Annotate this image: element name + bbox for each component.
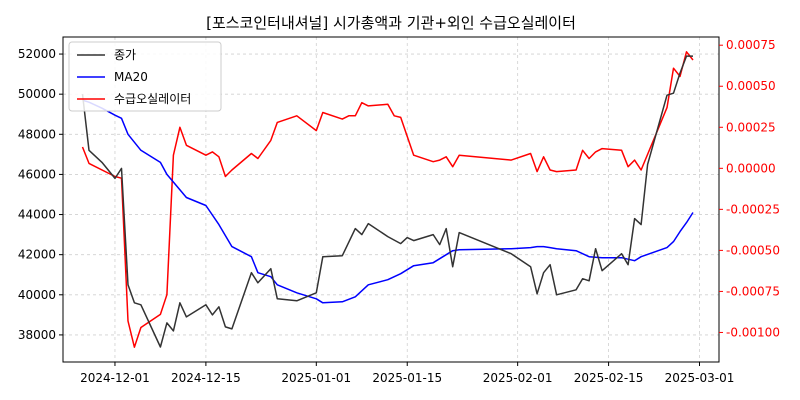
lines-layer	[81, 51, 694, 348]
y-left-tick-label: 42000	[18, 248, 56, 262]
y-right-tick-label: -0.00075	[726, 284, 780, 298]
legend: 종가 MA20 수급오실레이터	[68, 41, 222, 112]
series-line-0	[81, 55, 693, 348]
x-axis: 2024-12-01 2024-12-15 2025-01-01 2025-01-15…	[80, 362, 734, 385]
x-tick-label: 2025-01-01	[281, 371, 351, 385]
legend-label: 종가	[114, 48, 136, 62]
x-tick-label: 2024-12-01	[80, 371, 150, 385]
y-axis-left: 38000 40000 42000 44000 46000 48000 50000 52000	[18, 47, 63, 342]
y-left-tick-label: 48000	[18, 127, 56, 141]
series-line-1	[82, 99, 694, 304]
y-right-tick-label: 0.00050	[726, 79, 776, 93]
x-tick-label: 2025-03-01	[665, 371, 735, 385]
y-right-tick-label: 0.00000	[726, 161, 776, 175]
legend-box	[68, 41, 222, 112]
y-right-tick-label: -0.00025	[726, 202, 780, 216]
y-right-tick-label: -0.00050	[726, 243, 780, 257]
y-left-tick-label: 52000	[18, 47, 56, 61]
y-left-tick-label: 40000	[18, 288, 56, 302]
legend-label: 수급오실레이터	[114, 92, 191, 106]
y-right-tick-label: 0.00075	[726, 38, 776, 52]
plot-frame	[62, 36, 720, 363]
y-right-tick-label: 0.00025	[726, 120, 776, 134]
legend-label: MA20	[114, 70, 148, 84]
chart-title: [포스코인터내셔널] 시가총액과 기관+외인 수급오실레이터	[206, 14, 576, 32]
y-axis-right: -0.00100 -0.00075 -0.00050 -0.00025 0.00000 0…	[719, 38, 780, 339]
x-tick-label: 2025-02-01	[483, 371, 553, 385]
y-left-tick-label: 38000	[18, 328, 56, 342]
x-tick-label: 2024-12-15	[171, 371, 241, 385]
y-left-tick-label: 46000	[18, 167, 56, 181]
y-right-tick-label: -0.00100	[726, 325, 780, 339]
y-left-tick-label: 44000	[18, 208, 56, 222]
y-left-tick-label: 50000	[18, 87, 56, 101]
x-tick-label: 2025-01-15	[372, 371, 442, 385]
series-line-2	[81, 51, 694, 348]
x-tick-label: 2025-02-15	[574, 371, 644, 385]
